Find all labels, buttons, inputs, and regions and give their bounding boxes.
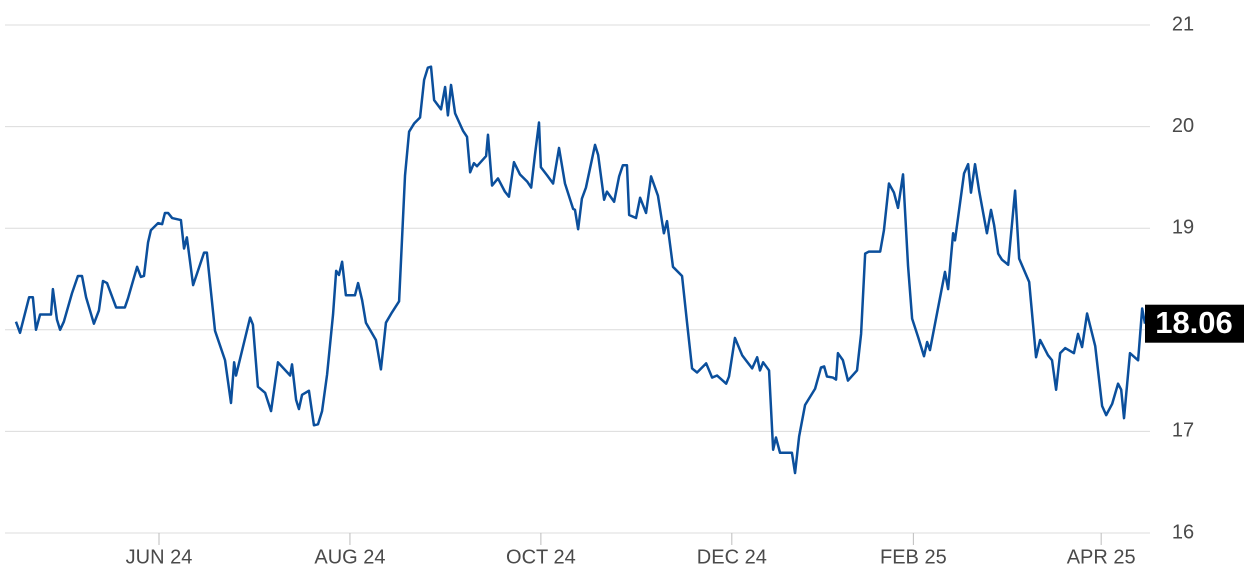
- x-tick-label: JUN 24: [126, 546, 193, 568]
- last-value-box: [1145, 304, 1244, 343]
- last-value-label: 18.06: [1155, 305, 1233, 340]
- x-tick-label: FEB 25: [880, 546, 947, 568]
- y-tick-label: 17: [1172, 420, 1194, 442]
- y-tick-label: 16: [1172, 521, 1194, 543]
- y-tick-label: 21: [1172, 13, 1194, 35]
- x-tick-label: OCT 24: [506, 546, 576, 568]
- x-tick-label: DEC 24: [697, 546, 767, 568]
- y-tick-label: 20: [1172, 115, 1194, 137]
- y-tick-label: 19: [1172, 216, 1194, 238]
- x-tick-label: APR 25: [1067, 546, 1136, 568]
- x-tick-label: AUG 24: [314, 546, 385, 568]
- price-line: [14, 65, 1147, 475]
